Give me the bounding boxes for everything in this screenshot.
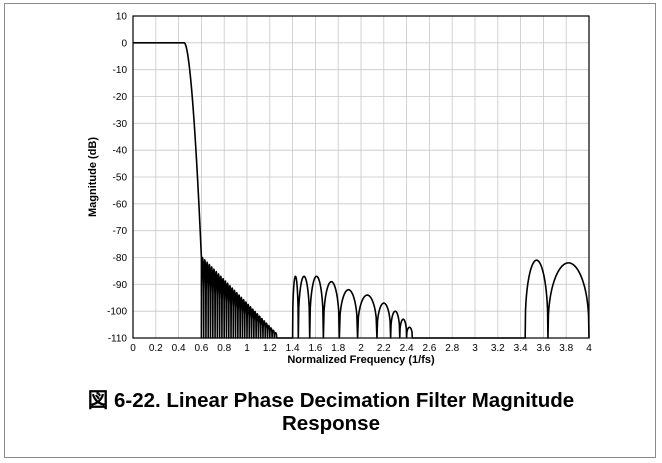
x-tick-label: 1.4 <box>286 343 300 354</box>
x-tick-label: 3.8 <box>559 343 573 354</box>
magnitude-chart: 0 0.2 0.4 0.6 0.8 1 1.2 1.4 1.6 1.8 2 2.2 2.4 2.6 2.8 3… <box>87 12 592 367</box>
x-tick-label: 2.4 <box>400 343 414 354</box>
x-tick-label: 0.6 <box>194 343 208 354</box>
x-tick-label: 0 <box>130 343 136 354</box>
x-tick-label: 4 <box>586 343 592 354</box>
figure-caption-line-1: 図 6-22. Linear Phase Decimation Filter M… <box>87 389 575 412</box>
y-tick-label: 0 <box>121 38 127 49</box>
figure-caption-line-2: Response <box>282 412 380 435</box>
x-tick-label: 1.8 <box>331 343 345 354</box>
y-axis-title: Magnitude (dB) <box>87 137 99 217</box>
y-tick-label: -60 <box>113 199 128 210</box>
x-tick-label: 3.2 <box>491 343 505 354</box>
y-tick-label: -40 <box>113 146 128 157</box>
x-tick-label: 0.2 <box>149 343 163 354</box>
y-tick-label: -20 <box>113 92 128 103</box>
series-line <box>133 42 590 339</box>
x-tick-label: 2.6 <box>422 343 436 354</box>
x-tick-label: 0.4 <box>172 343 186 354</box>
x-tick-label: 2 <box>358 343 364 354</box>
y-tick-label: 10 <box>116 12 128 23</box>
y-tick-label: -100 <box>107 307 127 318</box>
y-tick-label: -30 <box>113 119 128 130</box>
y-tick-labels: 10 0 -10 -20 -30 -40 -50 -60 -70 -80 -90 -100 -110 <box>107 12 127 345</box>
y-tick-label: -50 <box>113 173 128 184</box>
x-tick-label: 1 <box>244 343 250 354</box>
y-tick-label: -70 <box>113 226 128 237</box>
plot-border <box>132 15 590 339</box>
x-tick-label: 3.4 <box>514 343 528 354</box>
y-tick-label: -10 <box>113 65 128 76</box>
x-tick-label: 1.6 <box>308 343 322 354</box>
x-axis-title: Normalized Frequency (1/fs) <box>287 354 435 366</box>
y-tick-label: -90 <box>113 280 128 291</box>
x-tick-label: 3.6 <box>536 343 550 354</box>
x-tick-label: 2.2 <box>377 343 391 354</box>
x-tick-label: 0.8 <box>217 343 231 354</box>
x-tick-label: 2.8 <box>445 343 459 354</box>
response-curve <box>133 42 590 339</box>
x-tick-label: 3 <box>472 343 478 354</box>
x-tick-labels: 0 0.2 0.4 0.6 0.8 1 1.2 1.4 1.6 1.8 2 2.2 2.4 2.6 2.8 3… <box>130 343 592 354</box>
y-tick-label: -80 <box>113 253 128 264</box>
y-tick-label: -110 <box>108 334 128 345</box>
x-tick-label: 1.2 <box>263 343 277 354</box>
